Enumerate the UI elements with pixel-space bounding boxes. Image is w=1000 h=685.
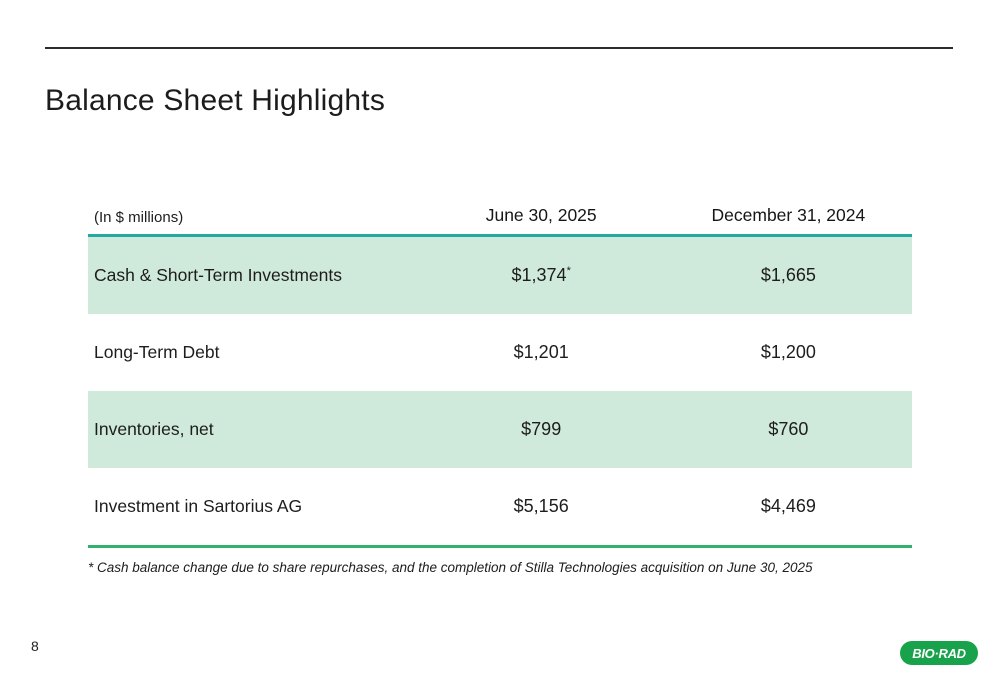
table-row: Investment in Sartorius AG $5,156 $4,469 — [88, 468, 912, 545]
row-value-dec: $4,469 — [760, 496, 816, 516]
row-label: Inventories, net — [94, 419, 214, 439]
footnote-text: * Cash balance change due to share repur… — [88, 560, 813, 575]
balance-sheet-table: (In $ millions) June 30, 2025 December 3… — [88, 198, 912, 548]
bio-rad-logo: BIO·RAD — [900, 641, 978, 665]
table-header-row: (In $ millions) June 30, 2025 December 3… — [88, 198, 912, 237]
bio-rad-logo-text: BIO·RAD — [912, 645, 966, 661]
column-header-jun-2025: June 30, 2025 — [485, 205, 597, 225]
unit-label: (In $ millions) — [94, 209, 184, 226]
column-header-dec-2024: December 31, 2024 — [711, 205, 866, 225]
page-title: Balance Sheet Highlights — [45, 84, 386, 117]
page-number: 8 — [31, 638, 39, 654]
table-row: Cash & Short-Term Investments $1,374* $1… — [88, 237, 912, 314]
footnote-marker: * — [566, 265, 571, 277]
table-body: Cash & Short-Term Investments $1,374* $1… — [88, 237, 912, 548]
table-row: Long-Term Debt $1,201 $1,200 — [88, 314, 912, 391]
row-value-dec: $760 — [768, 419, 809, 439]
row-label: Investment in Sartorius AG — [94, 496, 303, 516]
row-value-jun: $5,156 — [513, 496, 569, 516]
row-value-dec: $1,665 — [760, 265, 816, 285]
row-value-jun: $1,374* — [418, 265, 665, 286]
top-divider-rule — [45, 47, 953, 49]
row-value-text: $1,374 — [511, 265, 567, 285]
row-label: Long-Term Debt — [94, 342, 220, 362]
row-label: Cash & Short-Term Investments — [94, 265, 342, 285]
row-value-jun: $799 — [521, 419, 562, 439]
row-value-dec: $1,200 — [760, 342, 816, 362]
table-row: Inventories, net $799 $760 — [88, 391, 912, 468]
row-value-jun: $1,201 — [513, 342, 569, 362]
